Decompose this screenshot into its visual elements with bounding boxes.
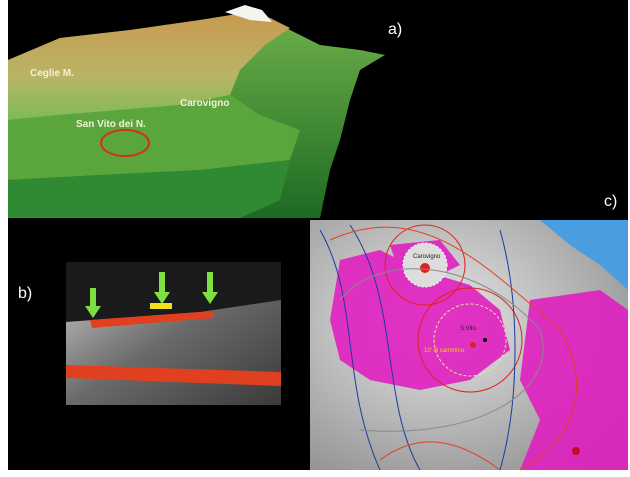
map-label: 10' di cammino <box>424 348 465 354</box>
map-label: S.Vito <box>460 326 477 332</box>
place-label: Ceglie M. <box>30 68 74 79</box>
page: Ceglie M. Carovigno San Vito dei N. a) b… <box>0 0 630 477</box>
panel-a: Ceglie M. Carovigno San Vito dei N. a) <box>8 0 402 218</box>
place-label: San Vito dei N. <box>76 119 146 130</box>
panel-c: Carovigno S.Vito 10' di cammino c) <box>310 193 628 470</box>
map-label: Carovigno <box>413 254 441 260</box>
figure: Ceglie M. Carovigno San Vito dei N. a) b… <box>0 0 630 477</box>
place-label: Carovigno <box>180 98 229 109</box>
panel-label: a) <box>388 21 402 38</box>
panel-label: b) <box>18 285 32 302</box>
panel-label: c) <box>604 193 617 210</box>
